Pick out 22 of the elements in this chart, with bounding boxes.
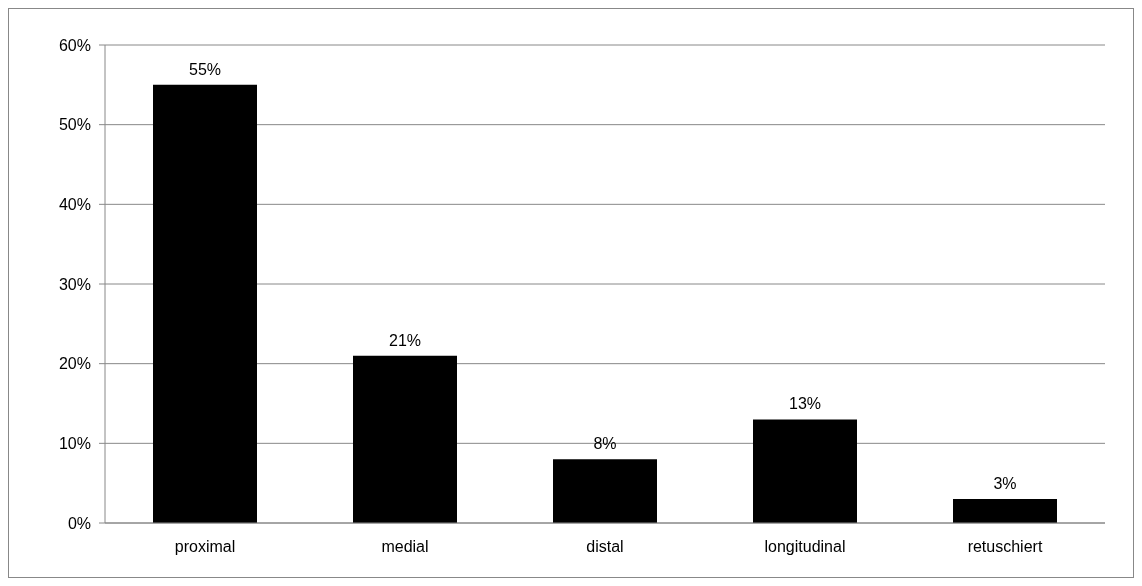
data-label: 3%	[993, 475, 1017, 493]
y-tick-label: 10%	[58, 435, 91, 453]
data-label: 8%	[593, 435, 617, 453]
y-tick-label: 60%	[58, 36, 91, 54]
x-tick-label: retuschiert	[967, 538, 1043, 556]
bar	[753, 419, 857, 523]
y-tick-label: 20%	[58, 355, 91, 373]
bar	[953, 499, 1057, 523]
data-label: 55%	[188, 60, 222, 78]
bar	[553, 459, 657, 523]
y-tick-label: 40%	[58, 196, 91, 214]
data-label: 13%	[788, 395, 822, 413]
y-tick-label: 0%	[67, 514, 91, 532]
bar	[353, 355, 457, 523]
x-tick-label: distal	[586, 538, 624, 556]
data-label: 21%	[388, 331, 422, 349]
x-tick-label: longitudinal	[764, 538, 846, 556]
x-tick-label: medial	[381, 538, 429, 556]
y-tick-label: 50%	[58, 116, 91, 134]
y-tick-label: 30%	[58, 275, 91, 293]
x-tick-label: proximal	[174, 538, 236, 556]
bar	[153, 84, 257, 523]
